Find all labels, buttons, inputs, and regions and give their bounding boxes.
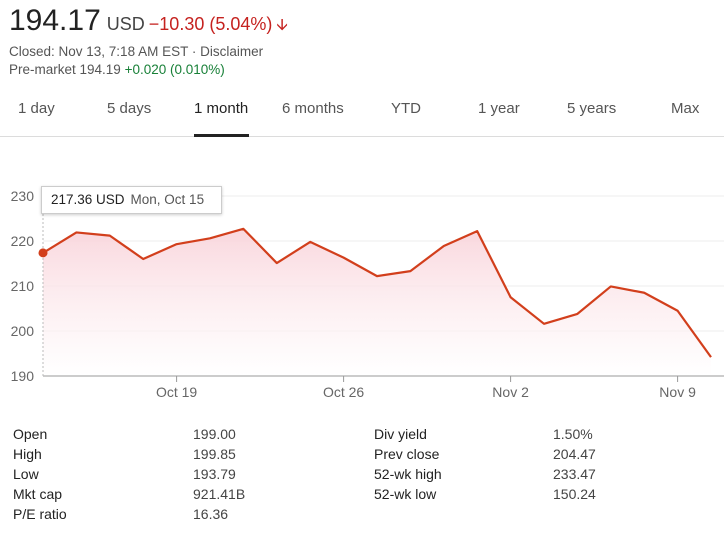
- stat-label: Div yield: [374, 426, 427, 442]
- price-change: −10.30 (5.04%): [148, 14, 273, 34]
- stat-label: 52-wk high: [374, 466, 442, 482]
- quote-header: 194.17 USD −10.30 (5.04%) 🡫: [9, 4, 288, 41]
- y-tick-label: 210: [11, 278, 35, 294]
- stat-label: 52-wk low: [374, 486, 437, 502]
- stat-label: P/E ratio: [13, 506, 67, 522]
- x-tick-label: Oct 26: [323, 384, 364, 400]
- tab-5-days[interactable]: 5 days: [107, 100, 152, 117]
- price-chart[interactable]: 190 200 210 220 230 Oct 19 Oct 26 Nov 2 Nov 9: [0, 170, 724, 400]
- stat-label: Mkt cap: [13, 486, 63, 502]
- y-tick-label: 200: [11, 323, 35, 339]
- stat-value: 233.47: [553, 466, 596, 482]
- active-tab-indicator: [194, 134, 249, 137]
- separator: ·: [188, 44, 201, 59]
- current-price: 194.17: [9, 4, 101, 37]
- stat-value: 204.47: [553, 446, 596, 462]
- tooltip-value: 217.36 USD: [51, 192, 125, 207]
- area-fill: [43, 228, 711, 376]
- chart-tooltip: 217.36 USD Mon, Oct 15: [41, 186, 222, 214]
- stat-value: 199.00: [193, 426, 236, 442]
- tab-1-day[interactable]: 1 day: [18, 100, 55, 117]
- x-tick-label: Nov 2: [492, 384, 529, 400]
- tab-1-year[interactable]: 1 year: [478, 100, 520, 117]
- closed-time: Closed: Nov 13, 7:18 AM EST: [9, 44, 189, 59]
- premarket-info: Pre-market 194.19 +0.020 (0.010%): [9, 62, 225, 77]
- stat-label: Open: [13, 426, 48, 442]
- stat-value: 1.50%: [553, 426, 593, 442]
- tab-ytd[interactable]: YTD: [391, 100, 421, 117]
- highlight-point: [38, 248, 48, 258]
- market-status: Closed: Nov 13, 7:18 AM EST · Disclaimer: [9, 44, 263, 59]
- stat-value: 199.85: [193, 446, 236, 462]
- y-tick-label: 220: [11, 233, 35, 249]
- range-tabs: 1 day 5 days 1 month 6 months YTD 1 year…: [0, 88, 724, 137]
- premarket-change: +0.020 (0.010%): [124, 62, 225, 77]
- currency-label: USD: [106, 14, 145, 34]
- tab-6-months[interactable]: 6 months: [282, 100, 344, 117]
- y-tick-label: 230: [11, 188, 35, 204]
- tooltip-date: Mon, Oct 15: [130, 192, 205, 207]
- premarket-price: Pre-market 194.19: [9, 62, 121, 77]
- tab-5-years[interactable]: 5 years: [567, 100, 617, 117]
- stat-value: 193.79: [193, 466, 236, 482]
- stat-value: 150.24: [553, 486, 596, 502]
- stat-label: High: [13, 446, 42, 462]
- tab-max[interactable]: Max: [671, 100, 700, 117]
- tab-1-month[interactable]: 1 month: [194, 100, 249, 117]
- disclaimer-link[interactable]: Disclaimer: [200, 44, 264, 59]
- down-arrow-icon: 🡫: [276, 17, 288, 34]
- x-tick-label: Oct 19: [156, 384, 197, 400]
- x-tick-label: Nov 9: [659, 384, 696, 400]
- stat-label: Low: [13, 466, 39, 482]
- stat-value: 16.36: [193, 506, 229, 522]
- y-tick-label: 190: [11, 368, 35, 384]
- stat-label: Prev close: [374, 446, 440, 462]
- stat-value: 921.41B: [193, 486, 246, 502]
